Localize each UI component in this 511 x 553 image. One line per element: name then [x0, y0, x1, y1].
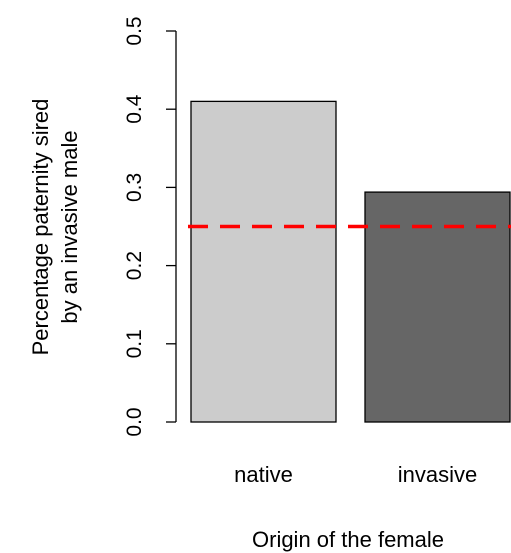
y-tick-label: 0.1	[123, 329, 146, 358]
category-label-native: native	[234, 462, 293, 487]
bars	[190, 100, 511, 423]
bar-invasive	[364, 191, 511, 423]
y-tick-label: 0.3	[123, 173, 146, 202]
category-label-invasive: invasive	[398, 462, 477, 487]
category-labels: native invasive	[234, 462, 477, 487]
y-tick-label: 0.5	[123, 16, 146, 45]
y-tick-label: 0.4	[123, 94, 146, 124]
y-axis-title-line-2: by an invasive male	[57, 130, 82, 323]
y-axis-title-line-1: Percentage paternity sired	[28, 99, 53, 356]
y-tick-label: 0.2	[123, 251, 146, 280]
y-axis: 0.0 0.1 0.2 0.3 0.4 0.5	[123, 16, 177, 437]
x-axis-title: Origin of the female	[252, 527, 444, 552]
bar-native	[190, 100, 337, 423]
y-tick-label: 0.0	[123, 407, 146, 436]
y-axis-title: Percentage paternity sired by an invasiv…	[28, 99, 82, 356]
